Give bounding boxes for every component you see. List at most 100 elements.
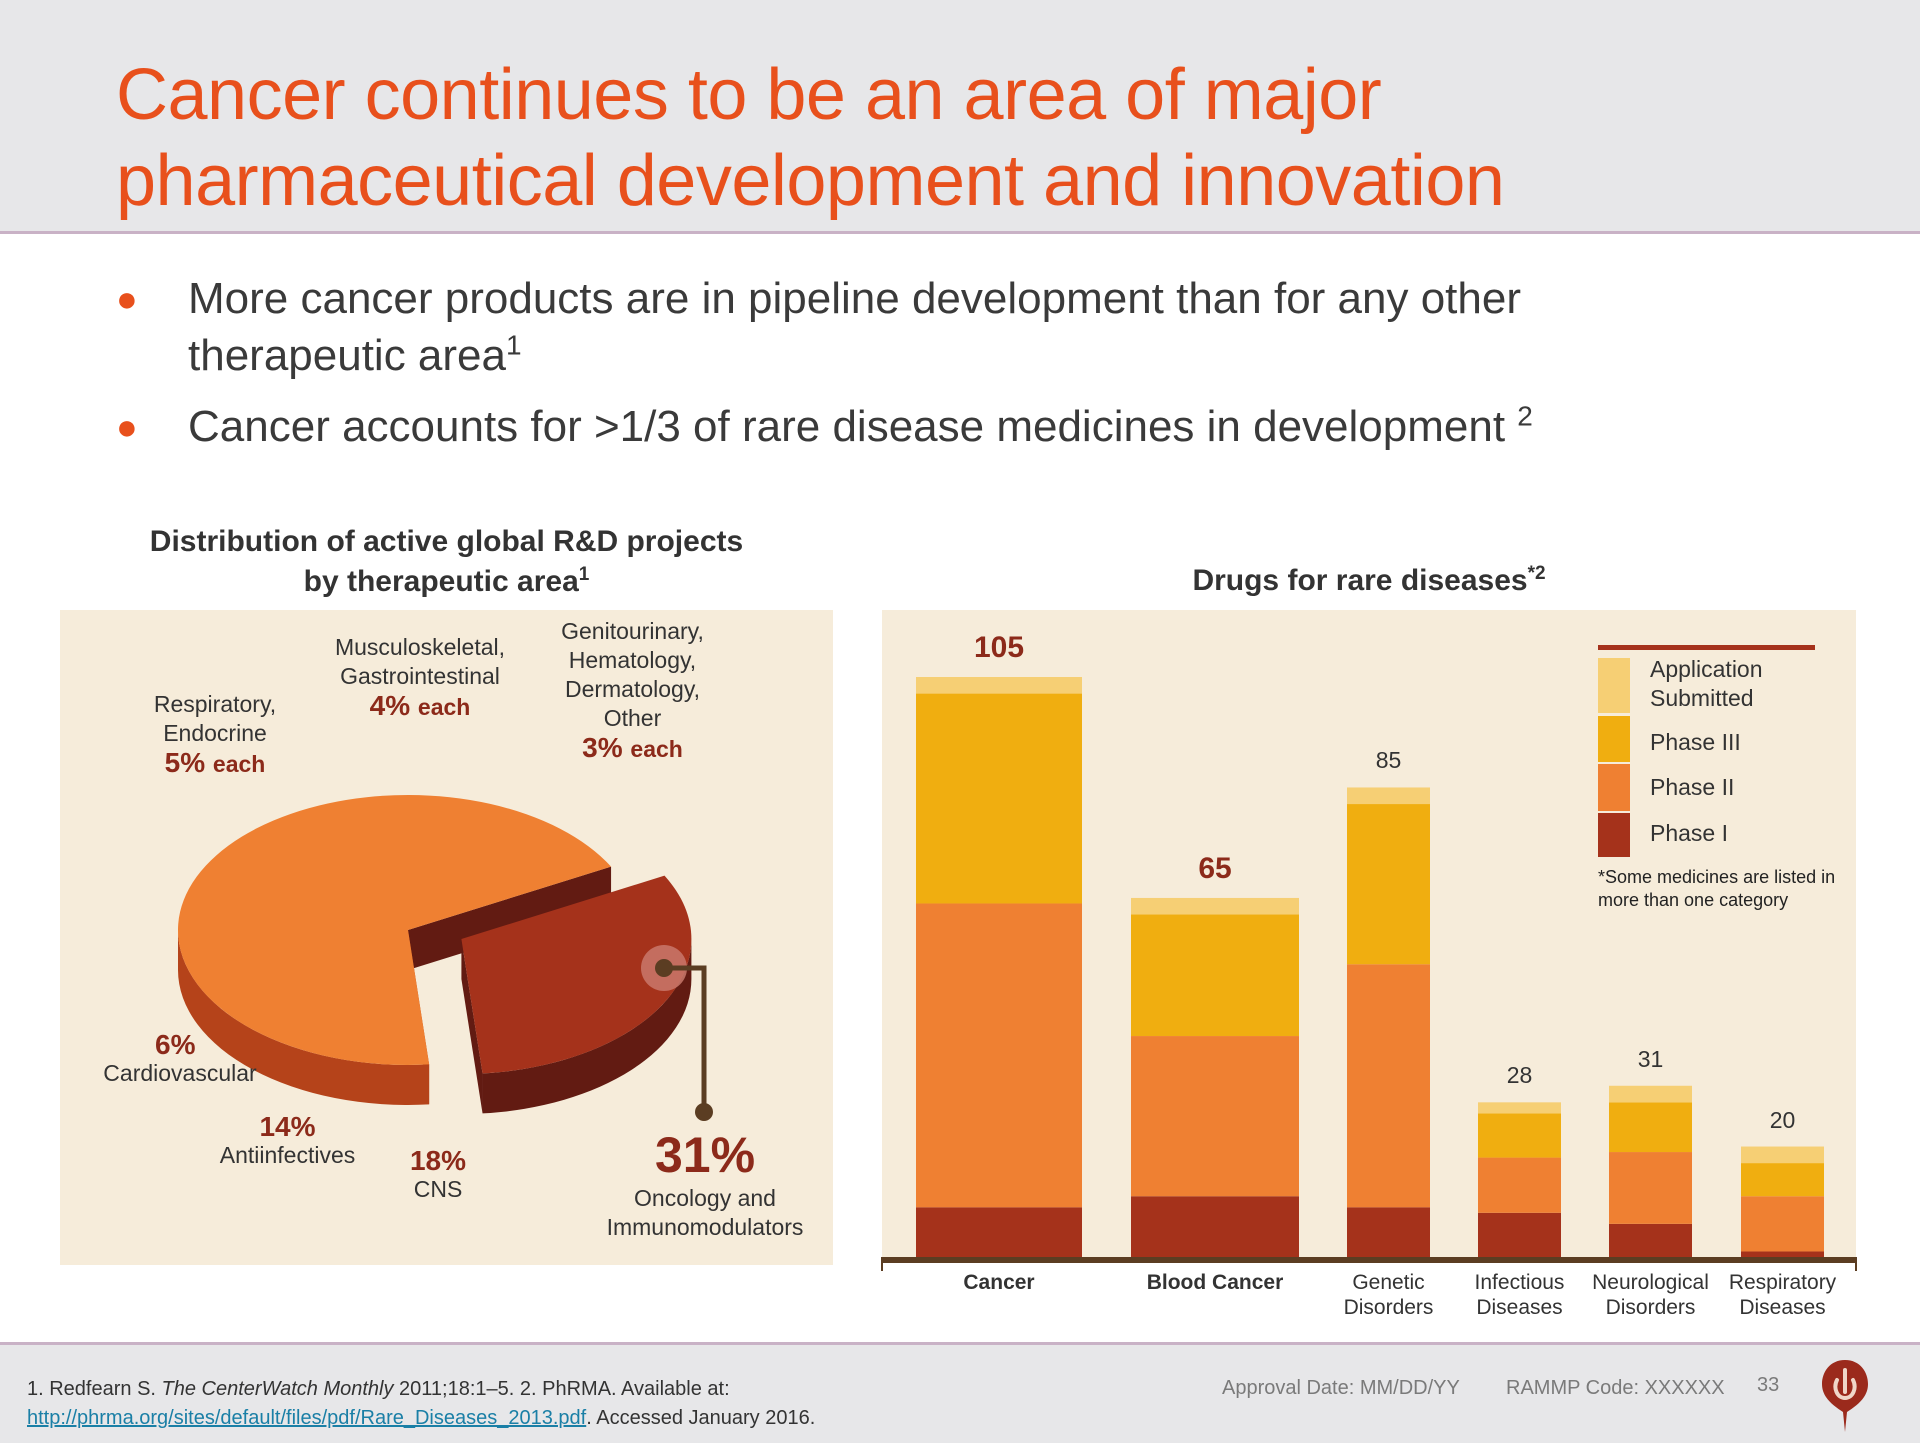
note-line: *Some medicines are listed in bbox=[1598, 867, 1836, 887]
bar-segment-phase-2 bbox=[1131, 1036, 1299, 1197]
x-tick-label-line: Blood Cancer bbox=[1146, 1271, 1284, 1294]
bar-segment-phase-3 bbox=[1609, 1102, 1692, 1153]
label-line: Gastrointestinal bbox=[340, 663, 500, 689]
bullet-dot-icon: ● bbox=[116, 278, 138, 319]
label-line: Dermatology, bbox=[564, 676, 701, 702]
x-tick-label: Blood Cancer bbox=[1135, 1270, 1295, 1295]
pie-value: 3% each bbox=[535, 733, 730, 764]
bar-total-label: 28 bbox=[1506, 1062, 1533, 1089]
ref-journal: The CenterWatch Monthly bbox=[161, 1378, 394, 1400]
bar-segment-phase-3 bbox=[1131, 914, 1299, 1037]
legend-swatch-application-submitted bbox=[1598, 658, 1630, 713]
pie-chart-title-line1: Distribution of active global R&D projec… bbox=[149, 525, 744, 558]
pct: 5% bbox=[164, 747, 206, 778]
pie-label-oncology: 31% Oncology and Immunomodulators bbox=[590, 1126, 820, 1242]
x-tick-label-line: Disorders bbox=[1343, 1296, 1434, 1319]
bar-segment-application-submitted bbox=[1347, 787, 1430, 805]
x-tick-label-line: Diseases bbox=[1476, 1296, 1563, 1319]
bar-segment-application-submitted bbox=[1478, 1102, 1561, 1114]
x-axis-tick bbox=[881, 1257, 883, 1271]
legend-item-application-submitted: Application Submitted bbox=[1650, 655, 1763, 713]
x-axis-tick bbox=[1855, 1257, 1857, 1271]
bullet-item: ● Cancer accounts for >1/3 of rare disea… bbox=[110, 398, 1750, 455]
footnote-ref: *2 bbox=[1527, 563, 1546, 584]
legend-item-phase-1: Phase I bbox=[1650, 820, 1728, 846]
callout-dot bbox=[655, 959, 673, 977]
pie-label-cardiovascular: 6% Cardiovascular bbox=[90, 1030, 270, 1088]
x-tick-label-line: Cancer bbox=[963, 1271, 1035, 1294]
bar-segment-phase-3 bbox=[1741, 1163, 1824, 1197]
x-tick-label-line: Respiratory bbox=[1728, 1271, 1837, 1294]
bar-segment-phase-1 bbox=[1347, 1207, 1430, 1257]
pie-slice-oncology-cut-face bbox=[461, 939, 483, 1114]
x-tick-label-line: Disorders bbox=[1605, 1296, 1696, 1319]
pct-suffix: each bbox=[212, 751, 266, 777]
bar-segment-application-submitted bbox=[1131, 897, 1299, 915]
reference-link[interactable]: http://phrma.org/sites/default/files/pdf… bbox=[27, 1407, 587, 1429]
x-axis-line bbox=[881, 1257, 1857, 1263]
bullet-item: ● More cancer products are in pipeline d… bbox=[110, 270, 1750, 384]
ref-text: 2011;18:1–5. 2. PhRMA. Available at: bbox=[393, 1378, 730, 1400]
label-line: Endocrine bbox=[163, 720, 267, 746]
label-line: Oncology and bbox=[634, 1185, 776, 1211]
x-tick-label-line: Infectious bbox=[1474, 1271, 1565, 1294]
pie-label-respiratory-endocrine: Respiratory, Endocrine 5% each bbox=[120, 690, 310, 779]
label-line: CNS bbox=[413, 1176, 463, 1202]
bullet-text-line1: More cancer products are in pipeline dev… bbox=[188, 274, 1521, 323]
ref-text: . Accessed January 2016. bbox=[586, 1407, 816, 1429]
footnote-ref: 1 bbox=[506, 329, 522, 361]
bar-segment-phase-3 bbox=[1478, 1113, 1561, 1158]
x-tick-label: Neurological Disorders bbox=[1571, 1270, 1731, 1320]
bullet-text-line2: therapeutic area bbox=[188, 331, 506, 380]
bar-segment-phase-2 bbox=[1741, 1196, 1824, 1252]
pie-chart-title-line2: by therapeutic area bbox=[303, 565, 579, 598]
pie-label-genitourinary-other: Genitourinary, Hematology, Dermatology, … bbox=[535, 617, 730, 764]
bar-segment-phase-1 bbox=[1741, 1251, 1824, 1257]
rammp-code: RAMMP Code: XXXXXX bbox=[1506, 1377, 1725, 1399]
bar-total-label: 85 bbox=[1375, 747, 1402, 774]
bar-segment-phase-2 bbox=[1478, 1157, 1561, 1213]
label-line: Musculoskeletal, bbox=[334, 634, 506, 660]
bar-segment-phase-2 bbox=[1347, 964, 1430, 1208]
slide-header: Cancer continues to be an area of major … bbox=[0, 0, 1920, 234]
pie-slice-other-areas bbox=[177, 794, 612, 1065]
pct-suffix: each bbox=[630, 736, 683, 762]
slide-title-line2: pharmaceutical development and innovatio… bbox=[116, 141, 1505, 221]
pie-label-cns: 18% CNS bbox=[398, 1146, 478, 1204]
x-tick-label-line: Neurological bbox=[1592, 1271, 1709, 1294]
bar-total-label: 65 bbox=[1198, 851, 1232, 885]
x-tick-label: Cancer bbox=[919, 1270, 1079, 1295]
x-tick-label-line: Genetic bbox=[1352, 1271, 1425, 1294]
label-line: Hematology, bbox=[568, 647, 697, 673]
bar-chart-title-text: Drugs for rare diseases bbox=[1192, 564, 1528, 597]
note-line: more than one category bbox=[1598, 890, 1789, 910]
pie-label-musculoskeletal-gastrointestinal: Musculoskeletal, Gastrointestinal 4% eac… bbox=[310, 633, 530, 722]
label-line: Genitourinary, bbox=[561, 618, 704, 644]
legend-item-phase-3: Phase III bbox=[1650, 729, 1741, 755]
pie-slice-oncology bbox=[461, 875, 692, 1074]
bar-segment-phase-3 bbox=[1347, 804, 1430, 965]
label-line: Antiinfectives bbox=[219, 1142, 356, 1168]
bar-segment-phase-1 bbox=[1131, 1196, 1299, 1257]
label-line: Cardiovascular bbox=[103, 1060, 257, 1086]
brand-logo-drop-icon bbox=[1822, 1360, 1868, 1432]
label-line: Respiratory, bbox=[153, 691, 277, 717]
bullet-text: Cancer accounts for >1/3 of rare disease… bbox=[188, 402, 1518, 451]
label-line: Immunomodulators bbox=[606, 1214, 804, 1240]
bar-segment-application-submitted bbox=[1741, 1146, 1824, 1164]
pie-slice-cut-face bbox=[408, 866, 612, 970]
bar-chart-title: Drugs for rare diseases*2 bbox=[882, 561, 1856, 601]
footnote-ref: 1 bbox=[578, 564, 590, 585]
bar-segment-phase-1 bbox=[1609, 1223, 1692, 1257]
page-number: 33 bbox=[1757, 1374, 1780, 1396]
bullet-list: ● More cancer products are in pipeline d… bbox=[110, 270, 1750, 469]
x-tick-label-line: Diseases bbox=[1739, 1296, 1826, 1319]
pct: 18% bbox=[409, 1145, 467, 1176]
legend-label: Application bbox=[1650, 656, 1763, 682]
bar-segment-phase-2 bbox=[916, 903, 1082, 1208]
bar-segment-phase-1 bbox=[916, 1207, 1082, 1257]
bar-segment-phase-2 bbox=[1609, 1152, 1692, 1224]
pct: 14% bbox=[259, 1111, 316, 1142]
legend-swatch-phase-1 bbox=[1598, 813, 1630, 857]
